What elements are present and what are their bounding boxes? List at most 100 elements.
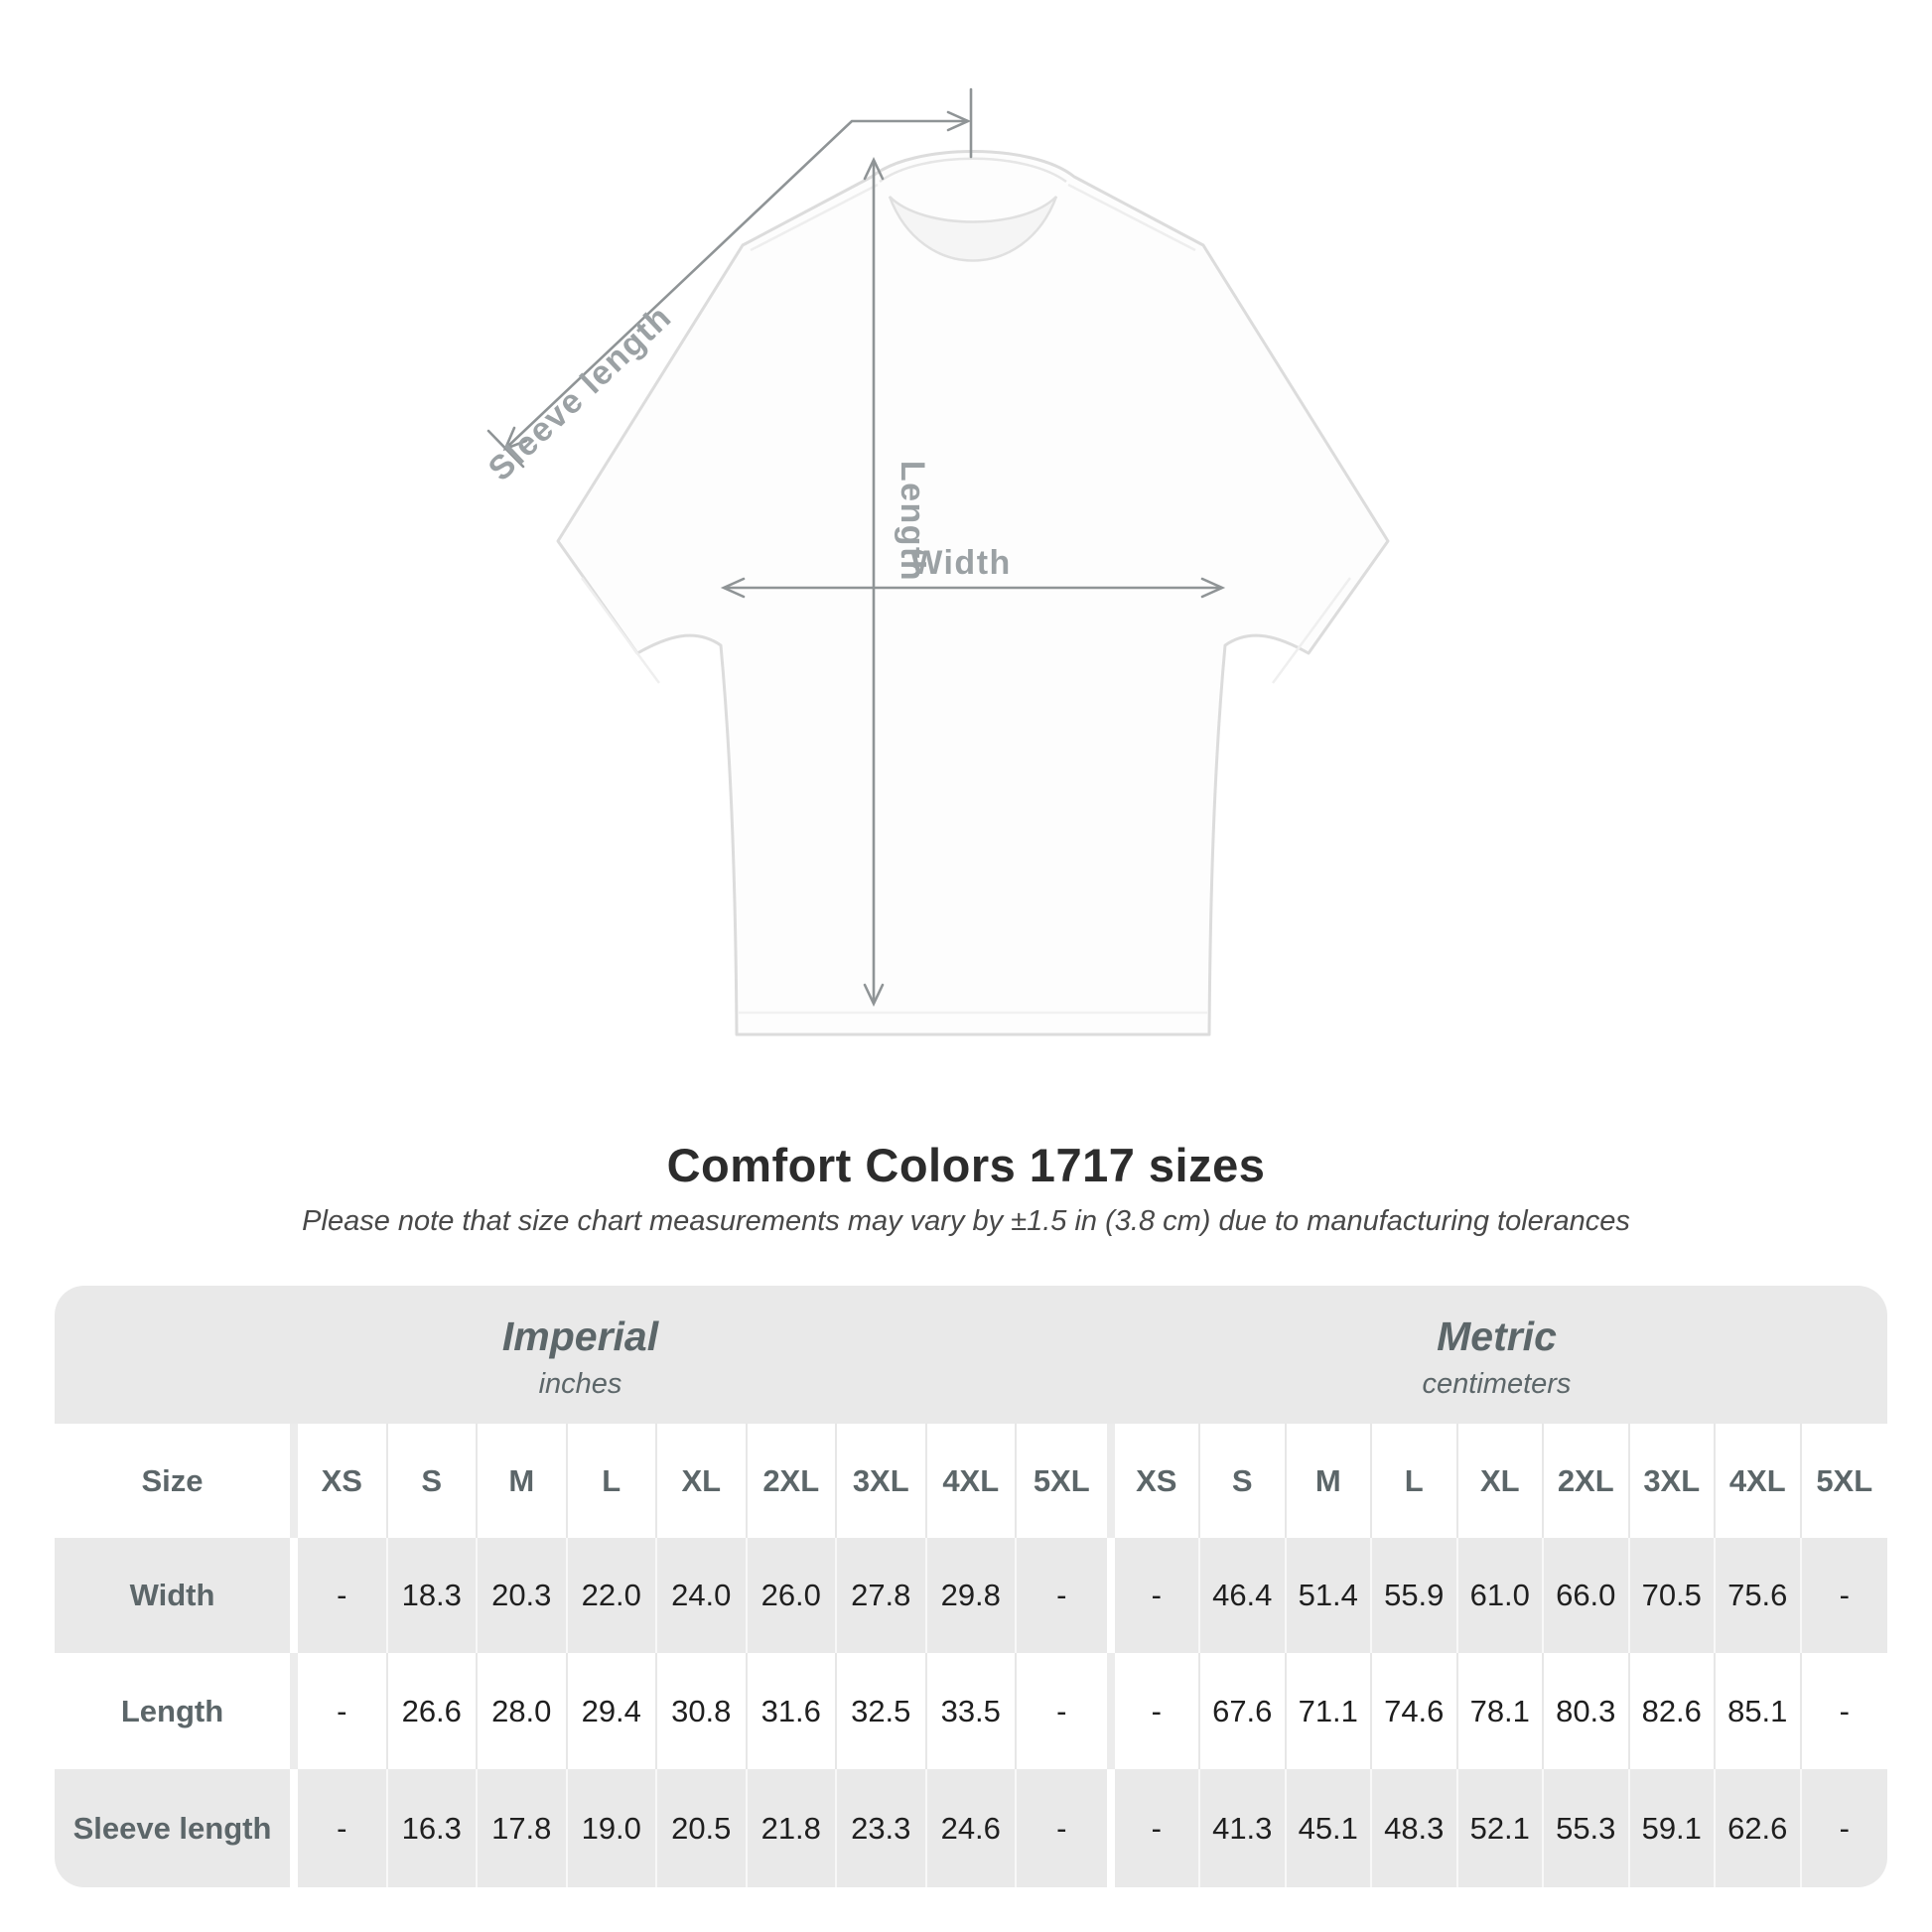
table-cell: 62.6 — [1716, 1769, 1802, 1887]
table-cell: - — [1114, 1653, 1200, 1769]
metric-section-header: Metric centimeters — [1106, 1286, 1887, 1424]
table-cell: 23.3 — [837, 1769, 927, 1887]
dimension-lines — [486, 87, 1226, 1008]
table-row-sleeve-length: Sleeve length - 16.3 17.8 19.0 20.5 21.8… — [55, 1769, 1887, 1887]
section-divider — [1106, 1769, 1115, 1887]
table-cell: - — [1114, 1538, 1200, 1653]
table-cell: 24.6 — [926, 1769, 1017, 1887]
table-cell: 26.0 — [747, 1538, 837, 1653]
table-cell: 22.0 — [567, 1538, 657, 1653]
table-row-length: Length - 26.6 28.0 29.4 30.8 31.6 32.5 3… — [55, 1653, 1887, 1769]
label-divider — [290, 1653, 298, 1769]
table-cell: 30.8 — [657, 1653, 748, 1769]
table-cell: 29.8 — [926, 1538, 1017, 1653]
table-cell: 19.0 — [567, 1769, 657, 1887]
label-divider — [290, 1769, 298, 1887]
table-cell: 24.0 — [657, 1538, 748, 1653]
table-cell: 33.5 — [926, 1653, 1017, 1769]
table-cell: 85.1 — [1716, 1653, 1802, 1769]
table-cell: 80.3 — [1544, 1653, 1630, 1769]
table-cell: 74.6 — [1372, 1653, 1458, 1769]
table-cell: 70.5 — [1629, 1538, 1716, 1653]
table-cell: 21.8 — [747, 1769, 837, 1887]
table-cell: 31.6 — [747, 1653, 837, 1769]
page-title: Comfort Colors 1717 sizes — [666, 1139, 1266, 1191]
column-header: 3XL — [1629, 1424, 1716, 1538]
row-label: Width — [55, 1538, 290, 1653]
table-cell: 75.6 — [1716, 1538, 1802, 1653]
table-cell: 41.3 — [1200, 1769, 1287, 1887]
section-divider — [1106, 1424, 1115, 1538]
table-cell: - — [1801, 1769, 1887, 1887]
column-header: 2XL — [747, 1424, 837, 1538]
row-label: Sleeve length — [55, 1769, 290, 1887]
table-cell: - — [298, 1538, 388, 1653]
label-divider — [290, 1424, 298, 1538]
imperial-unit: inches — [538, 1367, 622, 1400]
table-header-row: Size XS S M L XL 2XL 3XL 4XL 5XL XS S M … — [55, 1424, 1887, 1538]
table-cell: 51.4 — [1286, 1538, 1372, 1653]
metric-title: Metric — [1437, 1312, 1557, 1359]
column-header: 5XL — [1017, 1424, 1107, 1538]
column-header: S — [387, 1424, 478, 1538]
table-cell: 45.1 — [1286, 1769, 1372, 1887]
table-cell: 46.4 — [1200, 1538, 1287, 1653]
column-header: XL — [1457, 1424, 1544, 1538]
table-cell: - — [1017, 1538, 1107, 1653]
column-header: 5XL — [1801, 1424, 1887, 1538]
metric-unit: centimeters — [1422, 1367, 1572, 1400]
table-cell: 18.3 — [387, 1538, 478, 1653]
table-cell: 67.6 — [1200, 1653, 1287, 1769]
table-cell: - — [298, 1653, 388, 1769]
table-cell: - — [1801, 1538, 1887, 1653]
table-cell: 55.9 — [1372, 1538, 1458, 1653]
table-cell: - — [1017, 1769, 1107, 1887]
column-header: S — [1200, 1424, 1287, 1538]
column-header: 2XL — [1544, 1424, 1630, 1538]
column-header: XL — [657, 1424, 748, 1538]
size-table: Imperial inches Metric centimeters Size … — [55, 1286, 1887, 1887]
table-row-width: Width - 18.3 20.3 22.0 24.0 26.0 27.8 29… — [55, 1538, 1887, 1653]
table-cell: 17.8 — [478, 1769, 568, 1887]
table-cell: 82.6 — [1629, 1653, 1716, 1769]
table-cell: - — [1017, 1653, 1107, 1769]
width-label: Width — [910, 544, 1012, 582]
section-divider — [1106, 1538, 1115, 1653]
table-cell: 16.3 — [387, 1769, 478, 1887]
label-divider — [290, 1538, 298, 1653]
column-header-size: Size — [55, 1424, 290, 1538]
table-cell: 20.5 — [657, 1769, 748, 1887]
row-label: Length — [55, 1653, 290, 1769]
table-cell: 29.4 — [567, 1653, 657, 1769]
table-cell: 27.8 — [837, 1538, 927, 1653]
length-arrow — [863, 156, 885, 1008]
imperial-title: Imperial — [501, 1312, 659, 1359]
table-cell: - — [298, 1769, 388, 1887]
tshirt-illustration — [556, 150, 1390, 1036]
table-cell: - — [1801, 1653, 1887, 1769]
table-cell: 26.6 — [387, 1653, 478, 1769]
width-arrow — [720, 577, 1226, 599]
column-header: M — [478, 1424, 568, 1538]
column-header: L — [567, 1424, 657, 1538]
column-header: 4XL — [1716, 1424, 1802, 1538]
column-header: 3XL — [837, 1424, 927, 1538]
column-header: L — [1372, 1424, 1458, 1538]
column-header: 4XL — [926, 1424, 1017, 1538]
table-cell: 48.3 — [1372, 1769, 1458, 1887]
table-cell: - — [1114, 1769, 1200, 1887]
tshirt-measurement-diagram: Sleeve length Length Width — [482, 87, 1390, 1036]
table-cell: 52.1 — [1457, 1769, 1544, 1887]
column-header: XS — [1114, 1424, 1200, 1538]
table-cell: 78.1 — [1457, 1653, 1544, 1769]
length-label: Length — [894, 461, 931, 582]
table-cell: 32.5 — [837, 1653, 927, 1769]
table-cell: 61.0 — [1457, 1538, 1544, 1653]
unit-band: Imperial inches Metric centimeters — [55, 1286, 1887, 1424]
page-subtitle: Please note that size chart measurements… — [302, 1205, 1630, 1237]
table-cell: 71.1 — [1286, 1653, 1372, 1769]
imperial-section-header: Imperial inches — [55, 1286, 1106, 1424]
table-cell: 66.0 — [1544, 1538, 1630, 1653]
table-cell: 59.1 — [1629, 1769, 1716, 1887]
column-header: XS — [298, 1424, 388, 1538]
